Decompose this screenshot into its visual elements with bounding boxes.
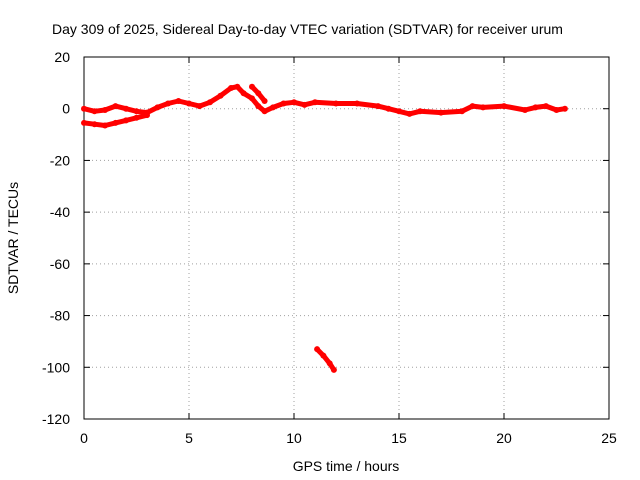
data-point — [144, 112, 150, 119]
data-point — [154, 104, 161, 111]
data-point — [112, 119, 119, 126]
data-point — [261, 97, 268, 104]
y-tick-label: -80 — [50, 308, 70, 324]
data-point — [532, 104, 539, 111]
data-point — [459, 108, 465, 115]
data-point — [375, 103, 381, 110]
data-point — [102, 107, 108, 114]
data-point — [406, 110, 413, 117]
data-point — [123, 117, 129, 124]
data-point — [333, 100, 339, 107]
data-point — [312, 99, 318, 106]
data-point — [81, 105, 87, 112]
data-point — [186, 100, 192, 107]
data-point — [270, 104, 276, 111]
y-tick-label: 0 — [62, 101, 70, 117]
data-point — [133, 114, 140, 121]
x-tick-label: 5 — [185, 430, 193, 446]
data-point — [280, 100, 287, 107]
data-point — [255, 90, 262, 97]
y-tick-label: -20 — [50, 152, 70, 168]
y-tick-label: -100 — [42, 359, 70, 375]
data-point — [561, 105, 568, 112]
data-point — [291, 99, 297, 106]
data-point — [228, 85, 234, 92]
data-point — [102, 122, 108, 129]
data-point — [240, 90, 247, 97]
data-point — [330, 366, 337, 373]
y-tick-label: -120 — [42, 411, 70, 427]
data-point — [123, 105, 129, 112]
data-point — [385, 105, 392, 112]
data-point — [81, 119, 87, 126]
data-point — [417, 108, 423, 115]
x-tick-label: 10 — [286, 430, 302, 446]
x-tick-label: 0 — [80, 430, 88, 446]
data-point — [175, 97, 182, 104]
data-point — [480, 104, 486, 111]
data-point — [501, 103, 507, 110]
data-point — [165, 100, 171, 107]
data-point — [196, 103, 203, 110]
y-axis-label: SDTVAR / TECUs — [5, 182, 21, 294]
data-point — [217, 92, 224, 99]
data-point — [207, 99, 213, 106]
x-tick-label: 25 — [601, 430, 617, 446]
grid-lines — [84, 57, 609, 419]
x-tick-label: 15 — [391, 430, 407, 446]
data-series — [81, 83, 568, 373]
data-point — [438, 109, 444, 116]
plot-frame — [83, 56, 610, 420]
data-point — [249, 95, 255, 102]
series-outlier — [314, 346, 337, 373]
data-point — [522, 107, 528, 114]
data-point — [261, 108, 268, 115]
data-point — [553, 107, 560, 114]
axis-ticks: 0 5 10 15 20 25 20 0 -20 -40 -60 -80 -100 -120 — [42, 49, 617, 446]
y-tick-label: -40 — [50, 204, 70, 220]
data-point — [469, 103, 476, 110]
data-point — [234, 83, 241, 90]
data-point — [543, 103, 549, 110]
data-point — [396, 108, 402, 115]
data-point — [301, 101, 308, 108]
data-point — [249, 83, 255, 90]
data-point — [91, 108, 98, 115]
data-point — [112, 103, 119, 110]
chart-title: Day 309 of 2025, Sidereal Day-to-day VTE… — [52, 21, 563, 37]
data-point — [326, 360, 333, 367]
data-point — [354, 100, 360, 107]
x-tick-label: 20 — [496, 430, 512, 446]
y-tick-label: 20 — [54, 49, 70, 65]
data-point — [133, 108, 140, 115]
data-point — [91, 121, 98, 128]
data-point — [314, 346, 321, 353]
y-tick-label: -60 — [50, 256, 70, 272]
x-axis-label: GPS time / hours — [293, 458, 400, 474]
data-point — [255, 103, 262, 110]
data-point — [320, 352, 327, 359]
